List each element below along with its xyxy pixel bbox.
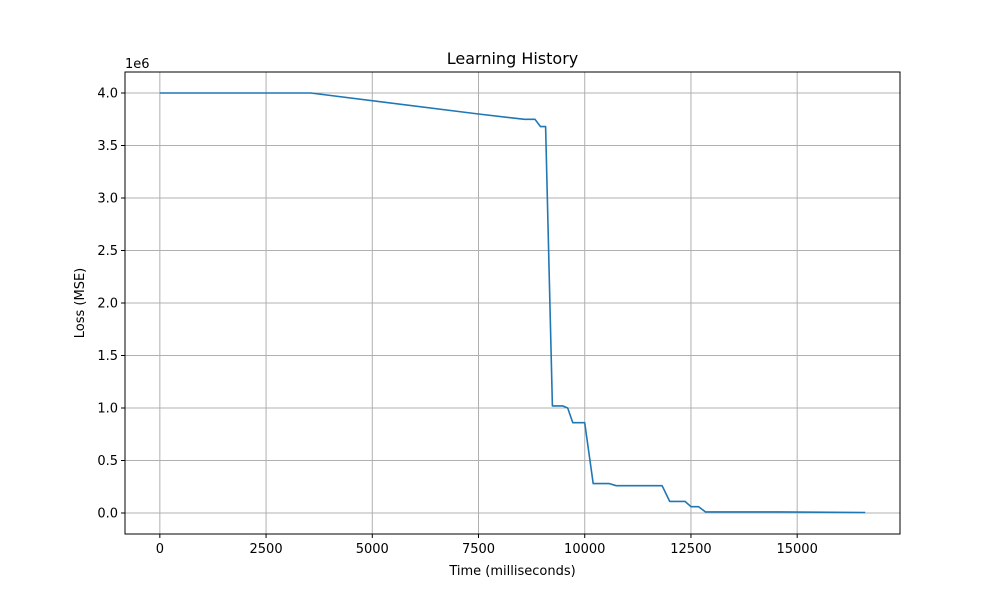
- y-tick-label: 2.0: [97, 297, 118, 312]
- y-tick-label: 3.0: [97, 192, 118, 207]
- x-tick-label: 2500: [250, 542, 283, 557]
- y-tick-label: 0.0: [97, 507, 118, 522]
- y-axis-label: Loss (MSE): [73, 268, 88, 338]
- y-tick-label: 0.5: [97, 454, 118, 469]
- x-tick-label: 5000: [356, 542, 389, 557]
- y-tick-layer: 0.0 0.5 1.0 1.5 2.0 2.5 3.0 3.5 4.0: [97, 87, 125, 522]
- series-layer: [159, 92, 866, 514]
- y-tick-label: 3.5: [97, 139, 118, 154]
- x-tick-layer: 0 2500 5000 7500 10000 12500 15000: [156, 534, 818, 557]
- grid-layer: [125, 72, 900, 534]
- y-tick-label: 2.5: [97, 244, 118, 259]
- chart-title: Learning History: [447, 49, 578, 68]
- x-tick-label: 12500: [670, 542, 711, 557]
- loss-series-line: [159, 92, 866, 514]
- y-offset-label: 1e6: [125, 57, 150, 72]
- x-tick-label: 0: [156, 542, 164, 557]
- x-axis-label: Time (milliseconds): [448, 564, 575, 579]
- y-tick-label: 1.0: [97, 402, 118, 417]
- y-tick-label: 4.0: [97, 87, 118, 102]
- x-tick-label: 10000: [564, 542, 605, 557]
- x-tick-label: 7500: [462, 542, 495, 557]
- x-tick-label: 15000: [776, 542, 817, 557]
- y-tick-label: 1.5: [97, 349, 118, 364]
